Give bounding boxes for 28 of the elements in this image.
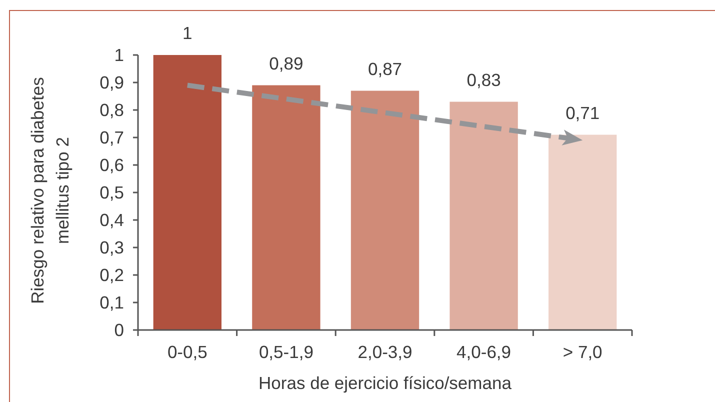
- data-label: 0,71: [566, 102, 600, 123]
- y-tick-label: 0,7: [100, 128, 124, 148]
- data-label: 1: [182, 23, 192, 43]
- x-tick-label: 0,5-1,9: [258, 342, 314, 362]
- x-tick-label: 0-0,5: [167, 342, 208, 362]
- x-tick-label: 2,0-3,9: [358, 342, 412, 362]
- bar: [153, 55, 222, 330]
- bar: [350, 90, 420, 330]
- y-tick-label: 0,8: [100, 100, 124, 120]
- bar: [548, 134, 617, 330]
- x-axis-title: Horas de ejercicio físico/semana: [258, 373, 512, 393]
- y-axis-title: Riesgo relativo para diabetes mellitus tipo 2: [28, 76, 73, 304]
- data-label: 0,87: [368, 58, 402, 79]
- y-tick-label: 0,1: [100, 292, 124, 313]
- y-tick-label: 0: [114, 320, 124, 340]
- bar: [252, 85, 320, 330]
- bar: [450, 102, 518, 330]
- y-tick-label: 0,4: [100, 210, 124, 230]
- x-tick-label: > 7,0: [562, 342, 603, 362]
- y-tick-label: 0,3: [100, 238, 124, 258]
- data-label: 0,83: [466, 70, 501, 90]
- y-tick-label: 0,9: [100, 72, 124, 93]
- data-label: 0,89: [269, 53, 304, 74]
- y-tick-label: 0,6: [100, 155, 124, 176]
- y-tick-label: 0,2: [100, 265, 124, 286]
- x-tick-label: 4,0-6,9: [456, 342, 512, 362]
- y-tick-label: 1: [114, 45, 124, 66]
- y-tick-label: 0,5: [100, 182, 124, 203]
